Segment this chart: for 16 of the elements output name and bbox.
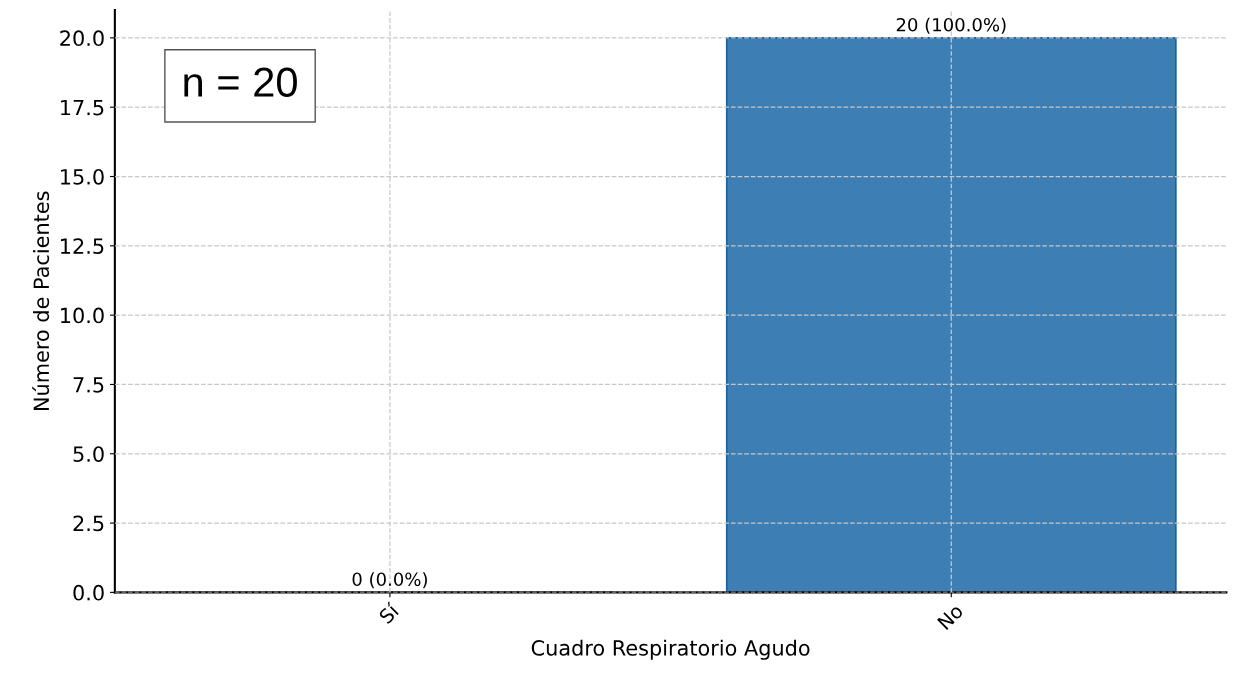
annotation: n = 20 [184, 67, 297, 98]
x-tick-label: Sí [377, 601, 401, 625]
x-tick-label: No [937, 603, 964, 631]
y-axis-title: Número de Pacientes [32, 191, 50, 410]
y-tick-label: 7.5 [73, 377, 104, 393]
y-tick-label: 20.0 [60, 30, 104, 47]
y-tick-label: 2.5 [73, 515, 104, 532]
y-tick-label: 17.5 [61, 99, 104, 116]
y-tick-label: 0.0 [73, 584, 104, 601]
y-tick-label: 12.5 [61, 238, 104, 255]
data-label: 0 (0.0%) [352, 572, 427, 589]
y-tick-label: 5.0 [73, 446, 104, 462]
data-label: 20 (100.0%) [896, 17, 1006, 34]
y-tick-label: 10.0 [61, 307, 104, 324]
x-axis-title: Cuadro Respiratorio Agudo [531, 639, 810, 660]
y-tick-label: 15.0 [61, 168, 104, 185]
